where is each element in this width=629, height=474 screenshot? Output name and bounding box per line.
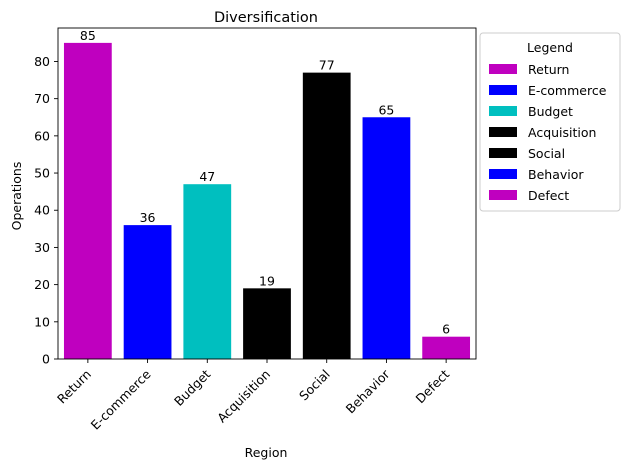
- y-tick-label: 10: [34, 314, 50, 329]
- legend-title: Legend: [527, 40, 573, 55]
- legend-swatch: [489, 169, 517, 179]
- data-label: 65: [378, 102, 394, 117]
- bar-social: [302, 72, 351, 359]
- bar-defect: [422, 336, 471, 359]
- data-label: 6: [442, 322, 450, 337]
- x-tick-label: Budget: [171, 366, 213, 408]
- bar-acquisition: [243, 288, 291, 359]
- legend: Legend Return E-commerce Budget Acquisition S…: [479, 32, 621, 212]
- legend-entry: Acquisition: [528, 125, 596, 140]
- x-tick-label: Behavior: [343, 366, 393, 416]
- legend-swatch: [489, 148, 517, 158]
- legend-entry: Defect: [528, 188, 569, 203]
- y-tick-label: 30: [34, 240, 50, 255]
- y-axis-label: Operations: [9, 162, 24, 231]
- y-tick-label: 40: [34, 203, 50, 218]
- y-tick-label: 0: [42, 352, 50, 367]
- legend-swatch: [489, 85, 517, 95]
- bar-behavior: [362, 117, 411, 359]
- data-label: 19: [259, 273, 275, 288]
- x-tick-label: Acquisition: [214, 367, 273, 426]
- legend-box: [479, 32, 621, 212]
- legend-swatch: [489, 190, 517, 200]
- legend-entry: Behavior: [528, 167, 584, 182]
- data-label: 85: [80, 28, 96, 43]
- x-axis-label: Region: [245, 445, 288, 460]
- legend-swatch: [489, 64, 517, 74]
- data-label: 36: [140, 210, 156, 225]
- data-label: 47: [199, 169, 215, 184]
- legend-swatch: [489, 127, 517, 137]
- legend-entry: Return: [528, 62, 569, 77]
- y-tick-label: 50: [34, 166, 50, 181]
- x-tick-label: Social: [296, 367, 333, 404]
- legend-swatch: [489, 106, 517, 116]
- legend-entry: Budget: [528, 104, 573, 119]
- legend-entry: Social: [528, 146, 565, 161]
- x-tick-label: Return: [54, 367, 94, 407]
- bar-e-commerce: [123, 225, 172, 359]
- bar-budget: [183, 184, 232, 359]
- x-tick-label: E-commerce: [88, 366, 154, 432]
- y-tick-label: 70: [34, 91, 50, 106]
- bar-return: [63, 42, 112, 359]
- plot-area: 853647197765601020304050607080ReturnE-co…: [34, 27, 477, 433]
- y-tick-label: 80: [34, 54, 50, 69]
- legend-entry: E-commerce: [528, 83, 607, 98]
- chart-title: Diversification: [214, 10, 318, 26]
- y-tick-label: 60: [34, 128, 50, 143]
- x-tick-label: Defect: [413, 366, 453, 406]
- y-tick-label: 20: [34, 277, 50, 292]
- data-label: 77: [319, 58, 335, 73]
